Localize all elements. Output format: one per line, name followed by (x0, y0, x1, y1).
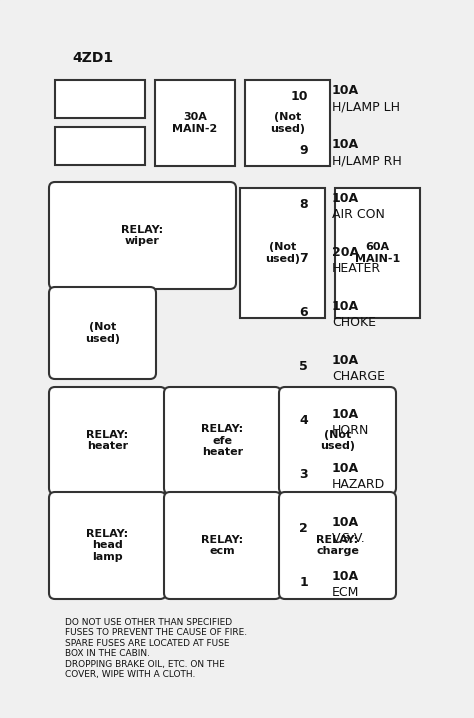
Text: RELAY:
head
lamp: RELAY: head lamp (86, 529, 128, 562)
Text: 10A: 10A (332, 138, 359, 151)
Text: 9: 9 (300, 144, 308, 157)
Text: 10A: 10A (332, 84, 359, 97)
Text: AIR CON: AIR CON (332, 208, 385, 221)
Text: 4ZD1: 4ZD1 (72, 51, 113, 65)
Text: HORN: HORN (332, 424, 369, 437)
Bar (240, 188, 325, 318)
Bar (55, 80, 145, 118)
Bar (335, 188, 420, 318)
Bar (245, 80, 330, 166)
Text: 5: 5 (299, 360, 308, 373)
Text: 3: 3 (300, 468, 308, 481)
Text: HEATER: HEATER (332, 262, 381, 275)
Text: DO NOT USE OTHER THAN SPECIFIED
FUSES TO PREVENT THE CAUSE OF FIRE.
SPARE FUSES : DO NOT USE OTHER THAN SPECIFIED FUSES TO… (65, 618, 247, 679)
Text: 10A: 10A (332, 300, 359, 313)
Text: CHARGE: CHARGE (332, 370, 385, 383)
Text: 8: 8 (300, 198, 308, 211)
Text: H/LAMP LH: H/LAMP LH (332, 100, 400, 113)
Text: ECM: ECM (332, 586, 359, 599)
Text: 20A: 20A (332, 246, 359, 259)
Text: (Not
used): (Not used) (85, 322, 120, 344)
Text: 10: 10 (291, 90, 308, 103)
Text: H/LAMP RH: H/LAMP RH (332, 154, 402, 167)
Text: 6: 6 (300, 306, 308, 319)
Text: (Not
used): (Not used) (265, 242, 300, 264)
Text: 2: 2 (299, 522, 308, 535)
Text: 10A: 10A (332, 192, 359, 205)
FancyBboxPatch shape (164, 492, 281, 599)
FancyBboxPatch shape (49, 182, 236, 289)
Text: 10A: 10A (332, 354, 359, 367)
FancyBboxPatch shape (279, 387, 396, 494)
FancyBboxPatch shape (49, 287, 156, 379)
Text: (Not
used): (Not used) (270, 112, 305, 134)
Text: RELAY:
wiper: RELAY: wiper (121, 225, 164, 246)
Text: 10A: 10A (332, 570, 359, 583)
FancyBboxPatch shape (49, 387, 166, 494)
Text: RELAY:
heater: RELAY: heater (86, 429, 128, 452)
Text: (Not
used): (Not used) (320, 429, 355, 452)
Bar (155, 80, 235, 166)
FancyBboxPatch shape (164, 387, 281, 494)
Text: RELAY:
ecm: RELAY: ecm (201, 535, 244, 556)
Text: V.S.V.: V.S.V. (332, 532, 366, 545)
Text: 7: 7 (299, 252, 308, 265)
FancyBboxPatch shape (279, 492, 396, 599)
Text: CHOKE: CHOKE (332, 316, 376, 329)
Text: 10A: 10A (332, 516, 359, 529)
Text: 4: 4 (299, 414, 308, 427)
Text: 10A: 10A (332, 462, 359, 475)
Text: 1: 1 (299, 576, 308, 589)
Bar (55, 127, 145, 165)
Text: 10A: 10A (332, 408, 359, 421)
Text: 60A
MAIN-1: 60A MAIN-1 (355, 242, 400, 264)
FancyBboxPatch shape (49, 492, 166, 599)
Text: HAZARD: HAZARD (332, 478, 385, 491)
Text: RELAY:
efe
heater: RELAY: efe heater (201, 424, 244, 457)
Text: RELAY:
charge: RELAY: charge (316, 535, 359, 556)
Text: 30A
MAIN-2: 30A MAIN-2 (173, 112, 218, 134)
